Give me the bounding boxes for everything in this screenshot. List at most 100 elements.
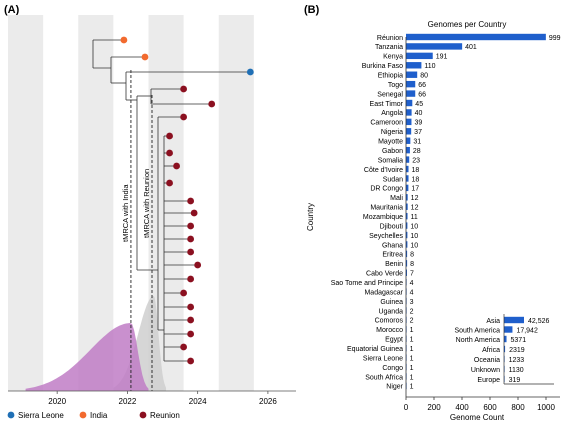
tip-reunion-22 (187, 357, 195, 365)
b-x-tick-label-5: 1000 (537, 403, 555, 412)
tip-india-0 (120, 36, 128, 44)
bar-3 (406, 62, 422, 69)
value-label-19: 11 (411, 214, 418, 221)
inset-bar-2 (504, 335, 507, 343)
bar-22 (406, 241, 408, 248)
category-label-11: Mayotte (378, 139, 403, 146)
value-label-8: 40 (415, 110, 423, 117)
bar-23 (406, 250, 408, 258)
inset-category-6: Europe (477, 377, 500, 384)
inset-category-4: Oceania (474, 357, 500, 364)
category-label-9: Cameroon (370, 120, 403, 127)
b-x-tick-label-2: 400 (455, 403, 469, 412)
tip-reunion-5 (180, 113, 188, 121)
category-label-23: Eritrea (382, 252, 403, 259)
bar-1 (406, 43, 463, 50)
value-label-33: 1 (410, 346, 414, 353)
continent-inset: Asia 42,526 South America 17,942 North Ameri… (454, 314, 554, 385)
inset-category-5: Unknown (471, 367, 500, 374)
tip-sierra-leone-2 (246, 68, 254, 76)
value-label-27: 4 (410, 289, 414, 296)
bar-13 (406, 156, 410, 163)
year-band-3 (218, 15, 254, 391)
category-label-33: Equatorial Guinea (347, 346, 403, 353)
india-density (25, 323, 149, 391)
value-label-10: 37 (414, 129, 422, 136)
value-label-4: 80 (420, 73, 428, 80)
category-label-37: Niger (386, 384, 403, 391)
tip-reunion-14 (187, 248, 195, 256)
tip-reunion-7 (166, 149, 173, 157)
reunion-density (113, 296, 167, 391)
value-label-11: 31 (413, 139, 421, 146)
tip-reunion-15 (194, 261, 202, 269)
x-tick-label-2: 2024 (189, 397, 207, 406)
value-label-30: 2 (410, 318, 414, 325)
tmrca-reunion-label: tMRCA with Reunion (142, 169, 151, 238)
category-label-17: Mali (390, 195, 403, 202)
tip-reunion-3 (180, 85, 188, 93)
tip-reunion-20 (187, 330, 195, 338)
bar-4 (406, 71, 418, 78)
b-x-tick-label-1: 200 (427, 403, 441, 412)
value-label-24: 8 (410, 261, 414, 268)
category-label-28: Guinea (380, 299, 403, 306)
value-label-31: 1 (410, 327, 414, 334)
bar-chart-panel: (B) Genomes per Country Réunion 999 Tanzan… (304, 4, 561, 422)
legend-label-0: Sierra Leone (18, 411, 64, 420)
inset-value-2: 5371 (511, 337, 527, 344)
value-label-14: 18 (412, 167, 420, 174)
value-label-16: 17 (411, 186, 419, 193)
tree-tips (120, 36, 254, 365)
inset-value-1: 17,942 (516, 327, 538, 334)
chart-title: Genomes per Country (428, 20, 507, 29)
legend-label-1: India (90, 411, 108, 420)
x-axis-ticks-b: 0 200 400 600 800 1000 (404, 397, 555, 412)
value-label-6: 66 (418, 91, 426, 98)
category-label-24: Benin (385, 261, 403, 268)
category-label-27: Madagascar (364, 289, 403, 296)
value-label-29: 2 (410, 308, 414, 315)
inset-category-3: Africa (482, 347, 500, 354)
tip-reunion-11 (190, 209, 198, 217)
tip-reunion-12 (187, 222, 195, 230)
x-axis-title: Genome Count (450, 413, 505, 422)
value-label-17: 12 (411, 195, 419, 202)
tmrca-lines (130, 70, 153, 391)
tmrca-india-label: tMRCA with India (121, 184, 130, 242)
bar-19 (406, 212, 408, 220)
x-tick-label-0: 2020 (48, 397, 66, 406)
value-label-13: 23 (412, 157, 420, 164)
value-label-36: 1 (410, 374, 414, 381)
panel-a-label: (A) (4, 4, 20, 16)
value-label-37: 1 (410, 384, 414, 391)
tip-reunion-4 (208, 100, 216, 108)
bar-14 (406, 165, 409, 173)
bar-0 (406, 33, 546, 41)
tip-reunion-19 (187, 316, 195, 324)
inset-value-0: 42,526 (528, 318, 550, 325)
inset-bar-0 (504, 316, 524, 324)
tip-reunion-16 (187, 275, 195, 283)
category-label-30: Comoros (375, 318, 404, 325)
bar-25 (406, 269, 407, 276)
category-label-10: Nigeria (381, 129, 403, 136)
category-label-7: East Timor (370, 101, 404, 108)
tmrca-density (25, 296, 167, 391)
category-label-8: Angola (381, 110, 403, 117)
inset-bar-1 (504, 326, 513, 333)
category-label-26: Sao Tome and Principe (331, 280, 403, 287)
category-label-13: Somalia (378, 157, 403, 164)
bar-9 (406, 118, 412, 126)
bar-20 (406, 222, 408, 229)
bar-21 (406, 231, 408, 239)
legend-swatch-1 (79, 411, 87, 419)
value-label-1: 401 (465, 44, 477, 51)
phylogenetic-panel: (A) tMRCA with India tMRCA with Reunion … (4, 4, 296, 420)
tip-reunion-17 (180, 289, 188, 297)
category-label-6: Senegal (377, 91, 403, 98)
tip-reunion-10 (187, 197, 195, 205)
panel-b-label: (B) (304, 4, 320, 16)
bar-17 (406, 194, 408, 201)
